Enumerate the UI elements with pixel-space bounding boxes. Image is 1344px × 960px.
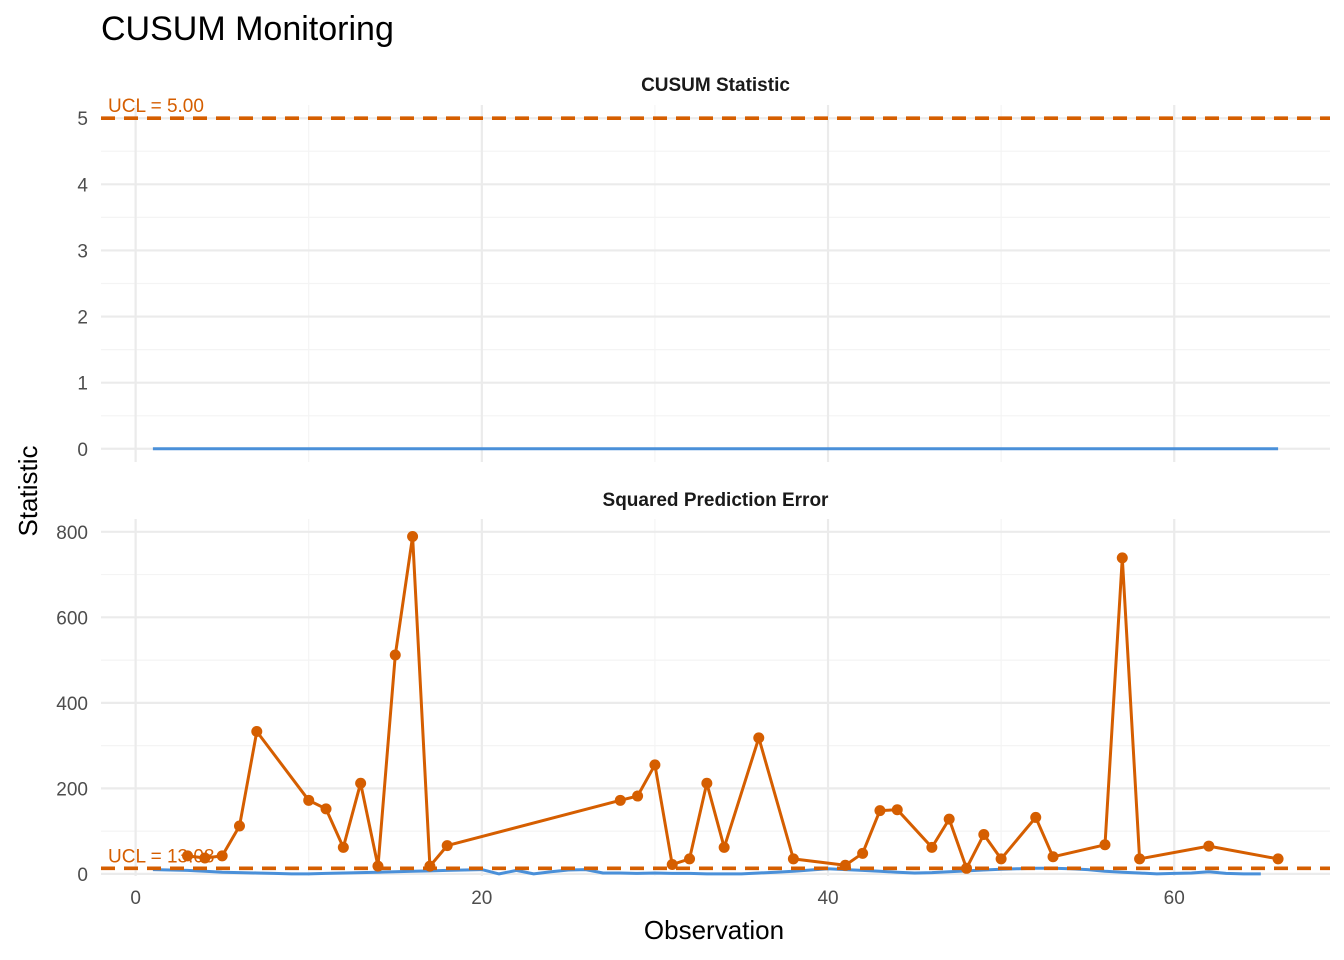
flagged-point xyxy=(199,852,211,864)
x-tick-label: 60 xyxy=(1164,888,1185,909)
y-tick-label: 1 xyxy=(77,374,88,395)
flagged-point xyxy=(389,649,401,661)
x-tick-label: 20 xyxy=(471,888,492,909)
flagged-point xyxy=(1272,853,1284,865)
flagged-point xyxy=(441,840,453,852)
y-tick-label: 5 xyxy=(77,109,88,130)
y-tick-label: 200 xyxy=(56,779,88,800)
flagged-point xyxy=(216,850,228,862)
y-tick-label: 400 xyxy=(56,694,88,715)
flagged-point xyxy=(718,841,730,853)
x-tick-label: 0 xyxy=(130,888,141,909)
y-tick-label: 3 xyxy=(77,241,88,262)
flagged-point xyxy=(978,829,990,841)
flagged-point xyxy=(320,803,332,815)
ucl-label: UCL = 13.08 xyxy=(108,846,215,867)
flagged-point xyxy=(1116,552,1128,564)
flagged-point xyxy=(753,732,765,744)
panel-title: CUSUM Statistic xyxy=(641,75,790,96)
flagged-point xyxy=(407,531,419,543)
flagged-point xyxy=(632,790,644,802)
y-axis-label: Statistic xyxy=(13,445,43,536)
panel-title: Squared Prediction Error xyxy=(603,490,830,511)
flagged-point xyxy=(649,759,661,771)
flagged-point xyxy=(874,805,886,817)
flagged-point xyxy=(684,853,696,865)
flagged-point xyxy=(251,725,263,737)
flagged-point xyxy=(1099,839,1111,851)
flagged-point xyxy=(857,847,869,859)
flagged-point xyxy=(1203,840,1215,852)
flagged-point xyxy=(337,841,349,853)
flagged-point xyxy=(891,804,903,816)
chart-title: CUSUM Monitoring xyxy=(101,10,394,48)
y-tick-label: 600 xyxy=(56,608,88,629)
panel-1: 0 1 2 3 4 5 CUSUM Statistic UCL = 5.00 xyxy=(77,75,1330,462)
y-tick-label: 800 xyxy=(56,523,88,544)
flagged-point xyxy=(303,794,315,806)
flagged-point xyxy=(1047,851,1059,863)
flagged-point xyxy=(787,853,799,865)
y-tick-label: 0 xyxy=(77,440,88,461)
flagged-point xyxy=(614,794,626,806)
flagged-point xyxy=(182,850,194,862)
flagged-point xyxy=(1134,853,1146,865)
flagged-point xyxy=(233,820,245,832)
flagged-point xyxy=(355,777,367,789)
flagged-point xyxy=(995,853,1007,865)
x-tick-label: 40 xyxy=(817,888,838,909)
y-tick-label: 4 xyxy=(77,175,88,196)
flagged-point xyxy=(1030,811,1042,823)
flagged-point xyxy=(701,777,713,789)
ucl-label: UCL = 5.00 xyxy=(108,96,204,117)
x-axis-label: Observation xyxy=(644,915,784,945)
flagged-point xyxy=(943,813,955,825)
flagged-point xyxy=(926,841,938,853)
flagged-point xyxy=(666,858,678,870)
y-tick-label: 0 xyxy=(77,865,88,886)
y-tick-label: 2 xyxy=(77,308,88,329)
flagged-point xyxy=(960,862,972,874)
